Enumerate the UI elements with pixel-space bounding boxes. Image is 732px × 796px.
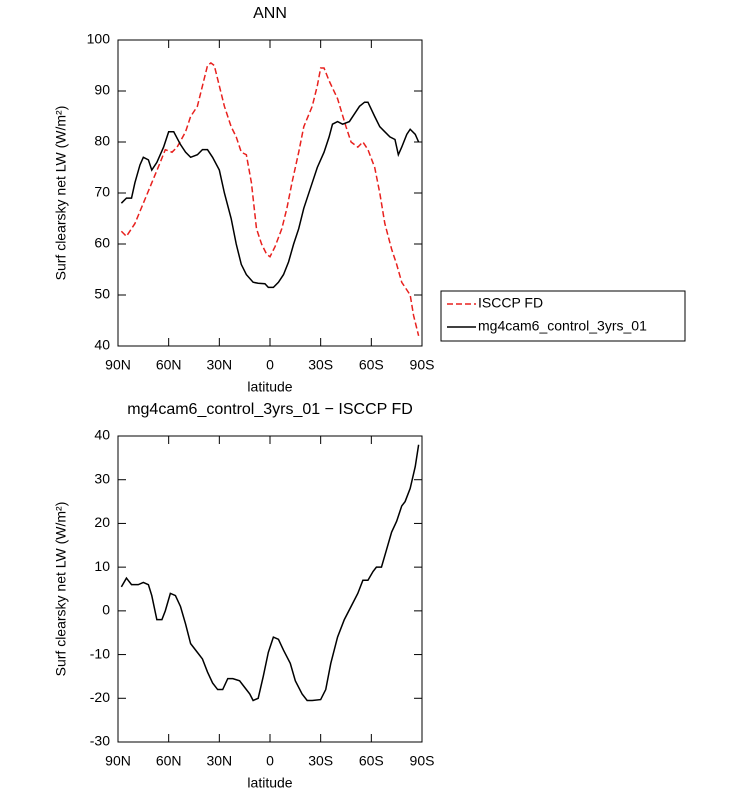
x-tick-label: 30N <box>206 753 232 769</box>
legend-label: ISCCP FD <box>478 295 543 311</box>
y-tick-label: -20 <box>90 689 110 705</box>
y-tick-label: 80 <box>94 133 110 149</box>
y-tick-label: 30 <box>94 470 110 486</box>
y-tick-label: 0 <box>102 602 110 618</box>
plot-frame <box>117 435 423 743</box>
x-tick-label: 30S <box>308 753 333 769</box>
legend-label: mg4cam6_control_3yrs_01 <box>478 318 647 334</box>
y-tick-label: 70 <box>94 184 110 200</box>
x-tick-label: 0 <box>266 753 274 769</box>
x-tick-label: 60S <box>359 357 384 373</box>
x-tick-label: 30N <box>206 357 232 373</box>
data-line <box>120 62 420 336</box>
chart-title: ANN <box>253 5 287 22</box>
legend-box <box>440 290 686 342</box>
y-tick-label: -30 <box>90 733 110 749</box>
plot-frame <box>117 39 423 347</box>
x-tick-label: 0 <box>266 357 274 373</box>
y-axis-label: Surf clearsky net LW (W/m²) <box>53 502 69 677</box>
y-tick-label: 10 <box>94 558 110 574</box>
chart-title: mg4cam6_control_3yrs_01 − ISCCP FD <box>127 401 413 418</box>
x-tick-label: 90S <box>410 753 435 769</box>
y-tick-label: 100 <box>87 31 111 47</box>
x-axis-label: latitude <box>247 775 292 791</box>
y-tick-label: 40 <box>94 337 110 353</box>
x-tick-label: 90S <box>410 357 435 373</box>
y-tick-label: -10 <box>90 645 110 661</box>
x-tick-label: 90N <box>105 357 131 373</box>
x-tick-label: 30S <box>308 357 333 373</box>
y-tick-label: 90 <box>94 82 110 98</box>
y-tick-label: 50 <box>94 286 110 302</box>
y-axis-label: Surf clearsky net LW (W/m²) <box>53 106 69 281</box>
data-line <box>120 444 420 702</box>
y-tick-label: 60 <box>94 235 110 251</box>
x-tick-label: 90N <box>105 753 131 769</box>
data-line <box>120 101 420 289</box>
y-tick-label: 40 <box>94 427 110 443</box>
x-tick-label: 60N <box>156 753 182 769</box>
x-tick-label: 60N <box>156 357 182 373</box>
x-axis-label: latitude <box>247 379 292 395</box>
y-tick-label: 20 <box>94 514 110 530</box>
x-tick-label: 60S <box>359 753 384 769</box>
